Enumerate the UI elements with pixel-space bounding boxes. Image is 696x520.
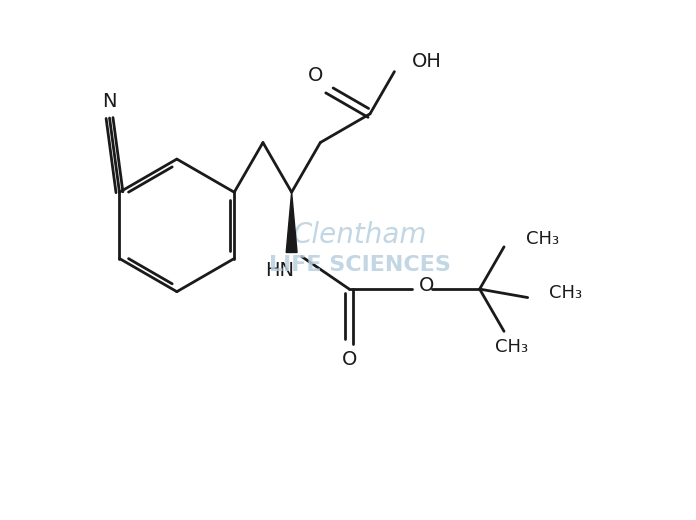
Polygon shape [286, 192, 297, 253]
Text: HN: HN [265, 261, 294, 280]
Text: CH₃: CH₃ [496, 338, 528, 356]
Text: OH: OH [412, 52, 442, 71]
Text: O: O [418, 276, 434, 295]
Text: O: O [308, 66, 324, 85]
Text: O: O [342, 350, 357, 369]
Text: LIFE SCIENCES: LIFE SCIENCES [269, 255, 451, 275]
Text: Clentham: Clentham [293, 222, 427, 249]
Text: CH₃: CH₃ [549, 283, 583, 302]
Text: N: N [102, 92, 117, 111]
Text: CH₃: CH₃ [525, 230, 559, 248]
